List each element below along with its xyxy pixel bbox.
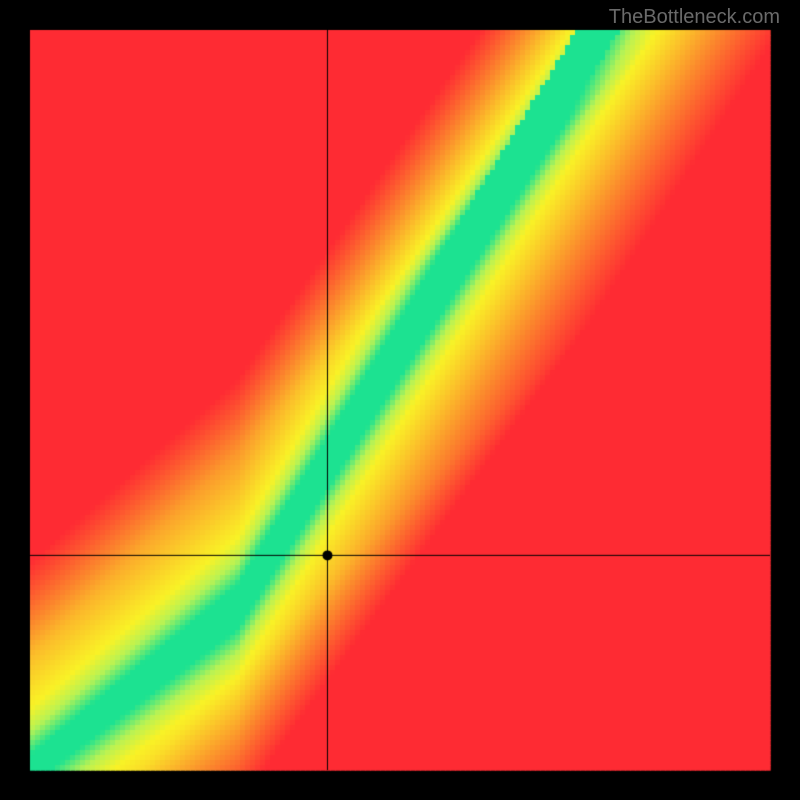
bottleneck-heatmap-canvas xyxy=(0,0,800,800)
chart-container: TheBottleneck.com xyxy=(0,0,800,800)
watermark-text: TheBottleneck.com xyxy=(609,6,780,29)
